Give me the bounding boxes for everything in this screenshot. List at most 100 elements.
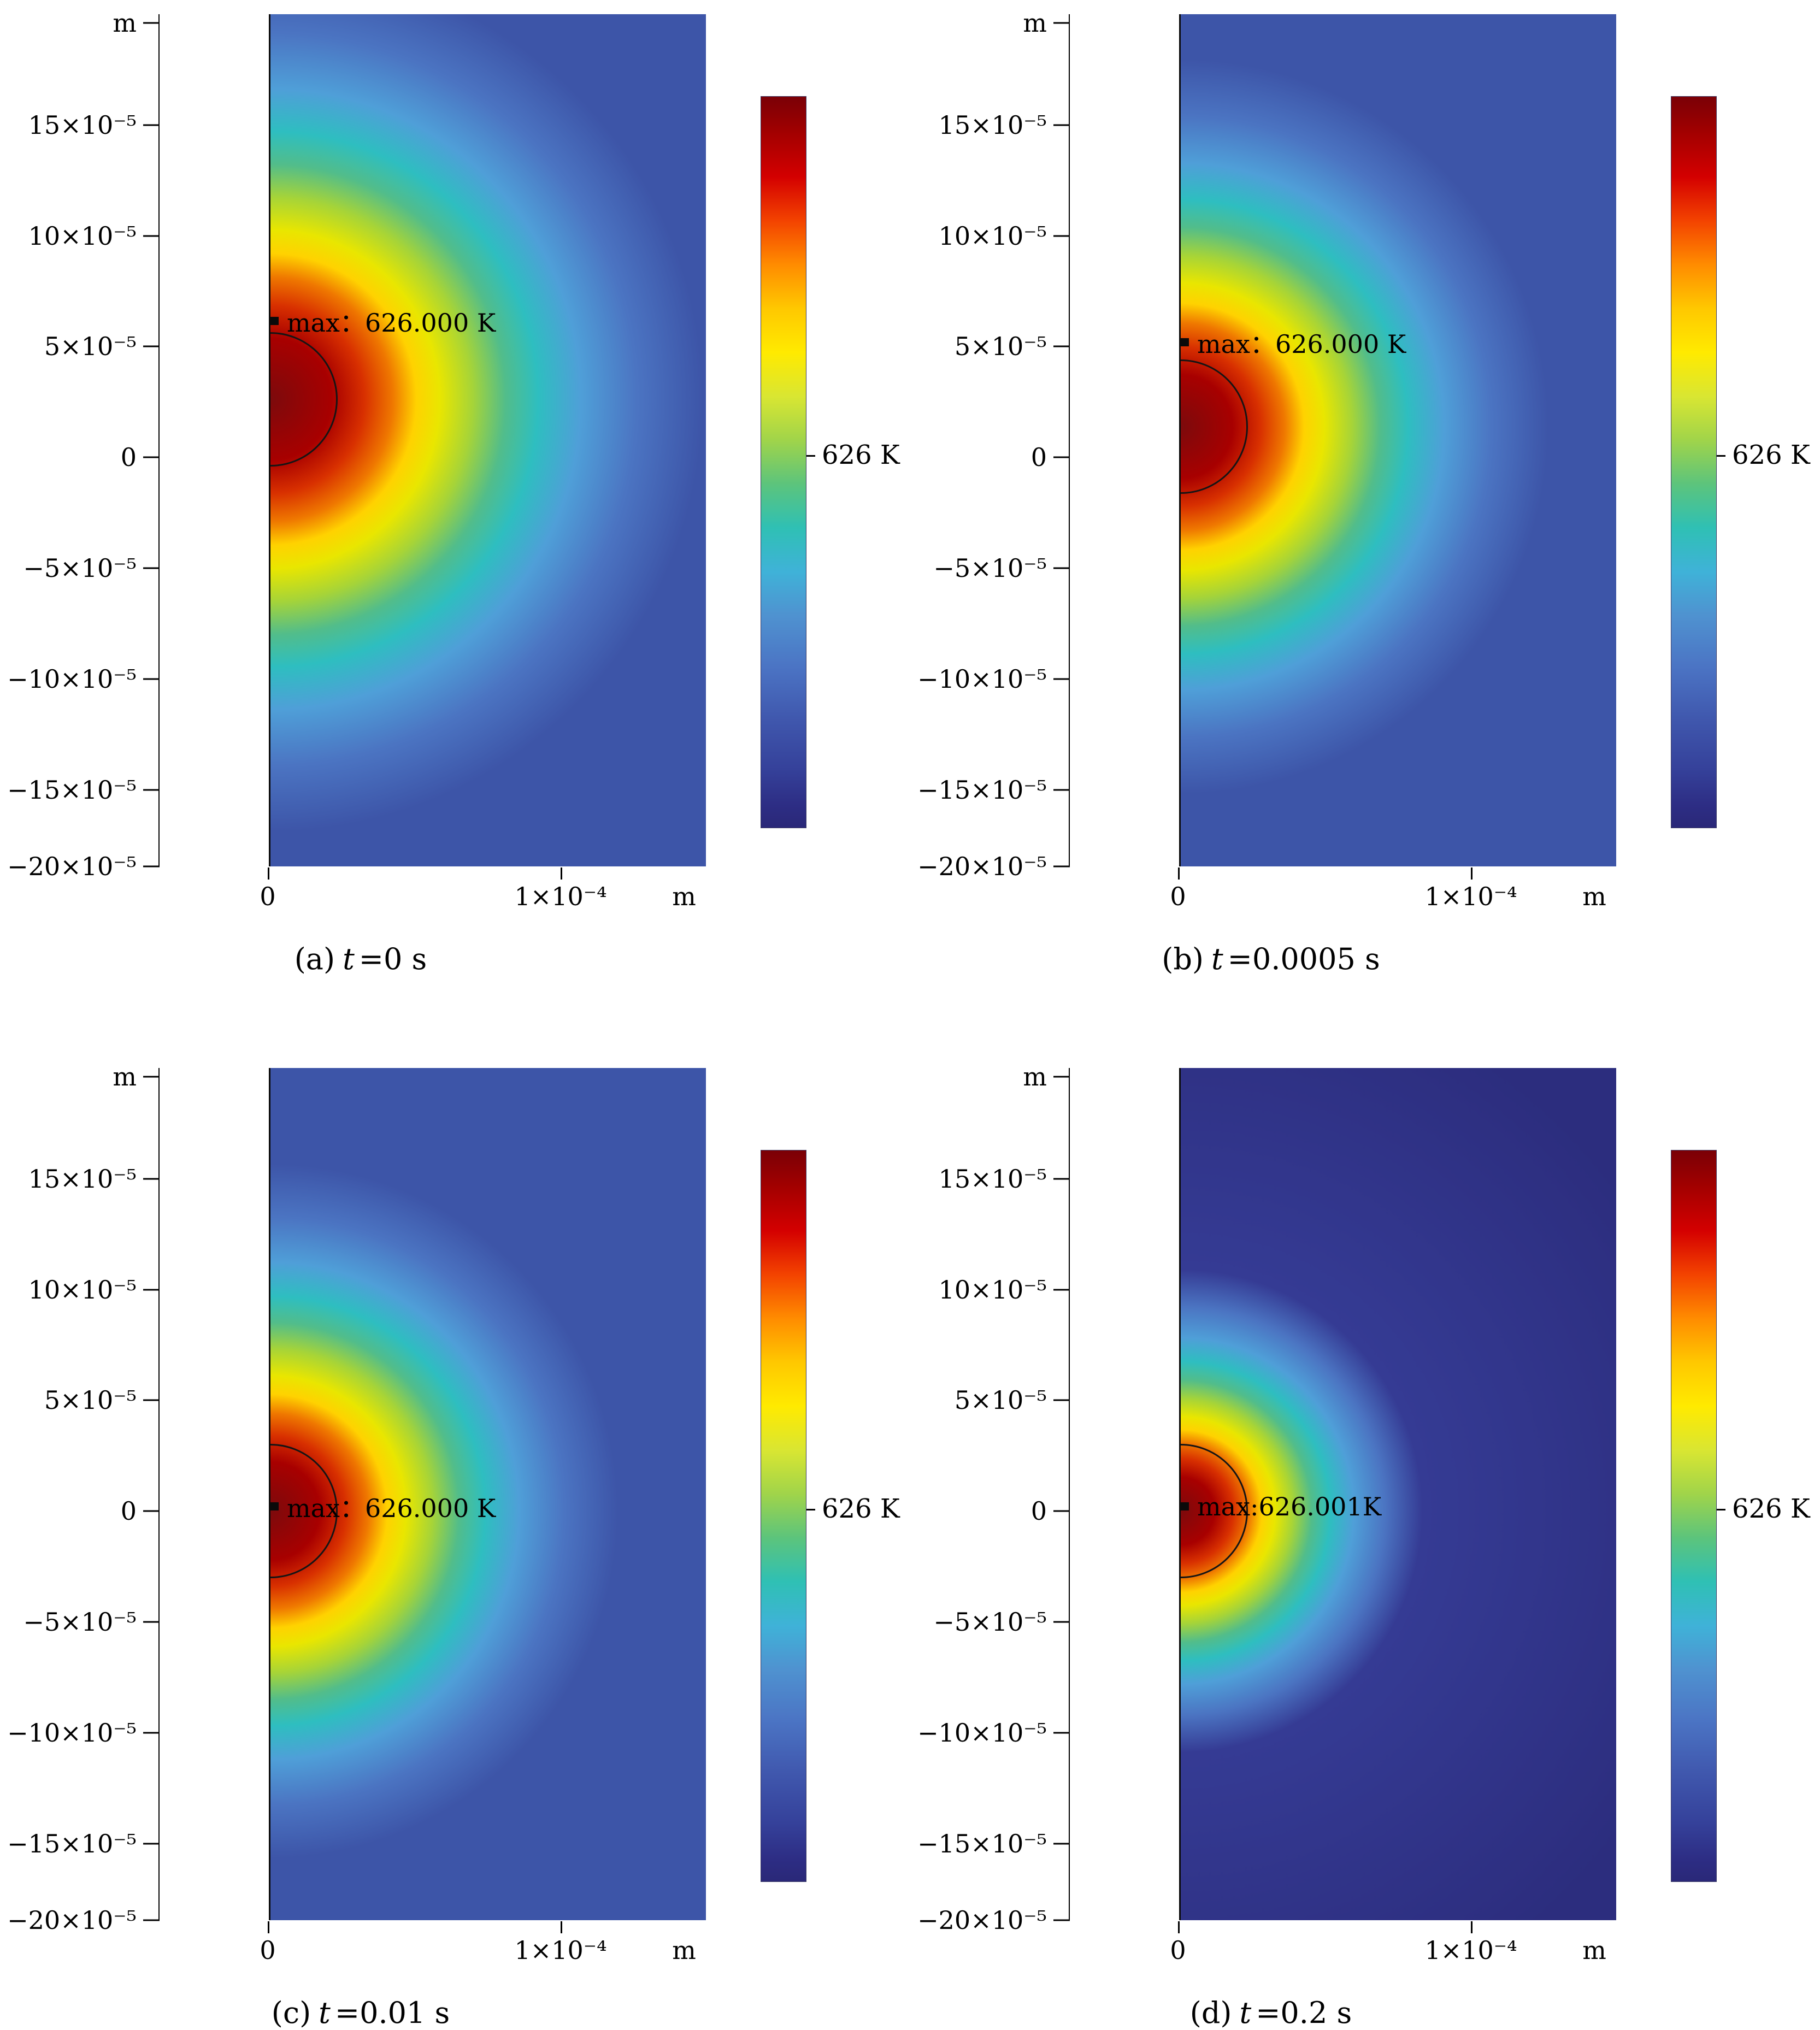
y-tick-label: 0 — [120, 442, 137, 473]
plot-row: m 15×10⁻⁵ 10×10⁻⁵ 5×10⁻⁵ 0 −5×10⁻⁵ −10×1… — [7, 8, 910, 881]
max-contour-circle — [270, 332, 338, 467]
y-tick-label: 0 — [1030, 1496, 1047, 1526]
y-tick-label: −10×10⁻⁵ — [7, 1718, 137, 1748]
x-tick-mark — [1178, 1921, 1180, 1933]
y-tick-label: 10×10⁻⁵ — [28, 221, 137, 251]
x-tick-label: 0 — [260, 882, 276, 911]
caption-index: (a) — [294, 942, 335, 976]
max-point-marker — [1181, 338, 1189, 346]
max-value-label: max:626.001K — [1197, 1492, 1382, 1521]
y-tick-label: −10×10⁻⁵ — [917, 664, 1047, 694]
y-tick-label: 5×10⁻⁵ — [954, 1385, 1047, 1415]
y-tick-mark — [143, 1399, 160, 1401]
caption-index: (b) — [1162, 942, 1204, 976]
y-tick-label: −20×10⁻⁵ — [7, 852, 137, 881]
x-tick-mark — [561, 1921, 562, 1933]
y-tick-label: 10×10⁻⁵ — [28, 1274, 137, 1305]
y-tick-mark — [143, 1076, 160, 1078]
temperature-field: max:626.001K — [1179, 1068, 1616, 1920]
y-tick-label: 0 — [120, 1496, 137, 1526]
caption-value: =0.01 s — [334, 1996, 450, 2030]
panel-caption: (a) t =0 s — [16, 942, 705, 976]
y-tick-mark — [1053, 1732, 1070, 1734]
temperature-field: max：626.000 K — [1179, 14, 1616, 866]
y-axis-unit: m — [113, 8, 137, 38]
x-tick-label: 0 — [1170, 882, 1186, 911]
y-axis: m 15×10⁻⁵ 10×10⁻⁵ 5×10⁻⁵ 0 −5×10⁻⁵ −10×1… — [7, 1062, 158, 1935]
y-tick-label: −5×10⁻⁵ — [933, 553, 1047, 583]
colorbar-label: 626 K — [1732, 1494, 1810, 1524]
y-tick-mark — [143, 1621, 160, 1623]
y-tick-label: 15×10⁻⁵ — [28, 110, 137, 140]
y-tick-mark — [1053, 678, 1070, 680]
plot-row: m 15×10⁻⁵ 10×10⁻⁵ 5×10⁻⁵ 0 −5×10⁻⁵ −10×1… — [7, 1062, 910, 1935]
y-tick-label: −20×10⁻⁵ — [917, 852, 1047, 881]
x-axis: 0 1×10⁻⁴ m — [1069, 866, 1615, 916]
x-tick-mark — [561, 868, 562, 880]
y-axis: m 15×10⁻⁵ 10×10⁻⁵ 5×10⁻⁵ 0 −5×10⁻⁵ −10×1… — [917, 8, 1069, 881]
y-tick-label: −5×10⁻⁵ — [23, 553, 137, 583]
colorbar-column: 626 K — [761, 14, 924, 828]
max-value-label: max：626.000 K — [287, 1494, 496, 1523]
caption-variable: t — [319, 1996, 331, 2030]
x-tick-label: 1×10⁻⁴ — [514, 1935, 607, 1965]
colorbar-label: 626 K — [822, 1494, 900, 1524]
x-tick-mark — [1471, 1921, 1473, 1933]
colorbar — [1671, 1150, 1725, 1882]
y-tick-mark — [1053, 1178, 1070, 1180]
y-tick-mark — [143, 678, 160, 680]
plot-row: m 15×10⁻⁵ 10×10⁻⁵ 5×10⁻⁵ 0 −5×10⁻⁵ −10×1… — [917, 8, 1820, 881]
y-tick-mark — [143, 1289, 160, 1291]
y-tick-mark — [1053, 235, 1070, 237]
y-tick-mark — [1053, 345, 1070, 347]
y-tick-mark — [143, 1919, 160, 1921]
y-tick-mark — [143, 124, 160, 126]
y-tick-mark — [1053, 1621, 1070, 1623]
caption-value: =0.0005 s — [1227, 942, 1380, 976]
x-axis-unit: m — [1582, 882, 1606, 911]
x-axis: 0 1×10⁻⁴ m — [158, 1920, 705, 1969]
y-tick-label: −5×10⁻⁵ — [933, 1607, 1047, 1637]
x-tick-label: 0 — [260, 1935, 276, 1965]
x-axis: 0 1×10⁻⁴ m — [158, 866, 705, 916]
y-tick-mark — [143, 865, 160, 868]
plot-area: max：626.000 K — [1053, 14, 1616, 880]
y-tick-mark — [1053, 456, 1070, 458]
y-tick-label: −10×10⁻⁵ — [7, 664, 137, 694]
y-tick-label: 0 — [1030, 442, 1047, 473]
panel-caption: (d) t =0.2 s — [927, 1996, 1615, 2030]
colorbar-label: 626 K — [822, 440, 900, 470]
panel: m 15×10⁻⁵ 10×10⁻⁵ 5×10⁻⁵ 0 −5×10⁻⁵ −10×1… — [910, 0, 1820, 978]
y-tick-mark — [143, 1510, 160, 1512]
y-tick-label: 10×10⁻⁵ — [938, 1274, 1047, 1305]
caption-index: (c) — [271, 1996, 311, 2030]
colorbar-column: 626 K — [761, 1068, 924, 1882]
caption-value: =0 s — [358, 942, 427, 976]
y-tick-label: −15×10⁻⁵ — [917, 775, 1047, 805]
plot-row: m 15×10⁻⁵ 10×10⁻⁵ 5×10⁻⁵ 0 −5×10⁻⁵ −10×1… — [917, 1062, 1820, 1935]
max-point-marker — [1181, 1502, 1189, 1510]
plot-area: max：626.000 K — [143, 1068, 706, 1933]
y-tick-label: 15×10⁻⁵ — [938, 110, 1047, 140]
y-tick-mark — [1053, 1510, 1070, 1512]
caption-variable: t — [343, 942, 355, 976]
y-tick-mark — [1053, 567, 1070, 569]
y-tick-label: 5×10⁻⁵ — [44, 332, 137, 362]
max-contour-circle — [1181, 359, 1248, 494]
y-axis-unit: m — [1023, 1061, 1047, 1091]
panel: m 15×10⁻⁵ 10×10⁻⁵ 5×10⁻⁵ 0 −5×10⁻⁵ −10×1… — [0, 978, 910, 2030]
y-tick-mark — [143, 235, 160, 237]
y-tick-mark — [1053, 1399, 1070, 1401]
y-tick-mark — [1053, 865, 1070, 868]
plot-area: max：626.000 K — [143, 14, 706, 880]
caption-value: =0.2 s — [1256, 1996, 1352, 2030]
y-tick-mark — [1053, 1919, 1070, 1921]
colorbar-tick-mark — [1717, 1508, 1725, 1510]
panel-caption: (b) t =0.0005 s — [927, 942, 1615, 976]
x-tick-label: 1×10⁻⁴ — [514, 882, 607, 911]
max-value-label: max：626.000 K — [1197, 329, 1406, 359]
y-tick-mark — [143, 1843, 160, 1845]
y-tick-label: 15×10⁻⁵ — [938, 1164, 1047, 1194]
y-tick-mark — [1053, 1289, 1070, 1291]
